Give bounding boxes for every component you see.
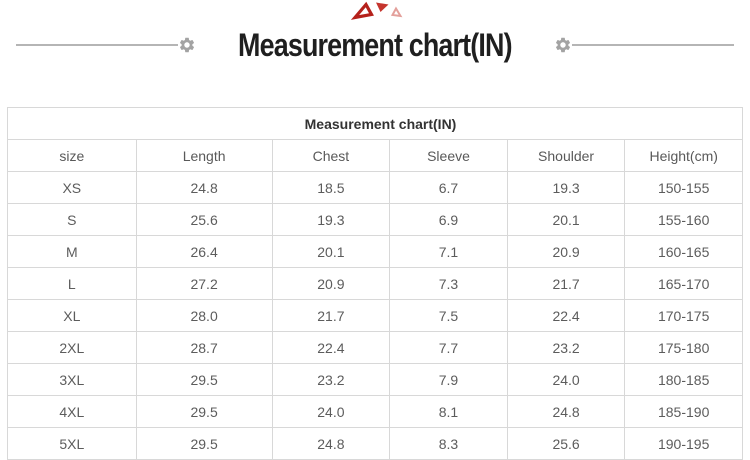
- size-cell: 2XL: [7, 331, 137, 364]
- value-cell: 23.2: [271, 363, 391, 396]
- page-title: Measurement chart(IN): [238, 27, 512, 63]
- value-cell: 24.8: [506, 395, 626, 428]
- column-header: Length: [135, 139, 273, 172]
- value-cell: 7.3: [389, 267, 508, 300]
- value-cell: 7.5: [389, 299, 508, 332]
- value-cell: 20.1: [271, 235, 391, 268]
- value-cell: 19.3: [271, 203, 391, 236]
- column-header: size: [7, 139, 137, 172]
- value-cell: 29.5: [135, 363, 273, 396]
- value-cell: 26.4: [135, 235, 273, 268]
- value-cell: 28.0: [135, 299, 273, 332]
- column-header: Sleeve: [389, 139, 508, 172]
- value-cell: 170-175: [624, 299, 743, 332]
- value-cell: 180-185: [624, 363, 743, 396]
- value-cell: 8.1: [389, 395, 508, 428]
- value-cell: 24.8: [135, 171, 273, 204]
- table-row: 2XL 28.7 22.4 7.7 23.2 175-180: [7, 331, 743, 364]
- section-header: Measurement chart(IN): [0, 0, 750, 65]
- size-cell: S: [7, 203, 137, 236]
- value-cell: 22.4: [271, 331, 391, 364]
- value-cell: 160-165: [624, 235, 743, 268]
- value-cell: 20.9: [271, 267, 391, 300]
- value-cell: 21.7: [271, 299, 391, 332]
- value-cell: 28.7: [135, 331, 273, 364]
- value-cell: 24.8: [271, 427, 391, 460]
- value-cell: 175-180: [624, 331, 743, 364]
- value-cell: 24.0: [271, 395, 391, 428]
- column-header: Shoulder: [506, 139, 626, 172]
- table-body: XS 24.8 18.5 6.7 19.3 150-155 S 25.6 19.3 6.9 20.1…: [7, 171, 743, 460]
- table-row: S 25.6 19.3 6.9 20.1 155-160: [7, 203, 743, 236]
- table-container: Measurement chart(IN) size Length Chest Sle…: [7, 107, 743, 460]
- table-row: M 26.4 20.1 7.1 20.9 160-165: [7, 235, 743, 268]
- size-cell: 4XL: [7, 395, 137, 428]
- value-cell: 20.9: [506, 235, 626, 268]
- value-cell: 7.1: [389, 235, 508, 268]
- column-header: Height(cm): [624, 139, 743, 172]
- value-cell: 25.6: [135, 203, 273, 236]
- table-header-row: size Length Chest Sleeve Shoulder Height(cm): [7, 139, 743, 172]
- size-cell: L: [7, 267, 137, 300]
- value-cell: 29.5: [135, 427, 273, 460]
- table-caption-row: Measurement chart(IN): [7, 107, 743, 140]
- gear-icon: [178, 36, 196, 54]
- table-row: XL 28.0 21.7 7.5 22.4 170-175: [7, 299, 743, 332]
- size-cell: 5XL: [7, 427, 137, 460]
- value-cell: 25.6: [506, 427, 626, 460]
- value-cell: 7.9: [389, 363, 508, 396]
- value-cell: 24.0: [506, 363, 626, 396]
- triangles-icon: [351, 1, 403, 20]
- divider-line-right: [571, 44, 734, 46]
- value-cell: 155-160: [624, 203, 743, 236]
- column-header: Chest: [271, 139, 391, 172]
- measurement-table: Measurement chart(IN) size Length Chest Sle…: [7, 107, 743, 460]
- value-cell: 7.7: [389, 331, 508, 364]
- value-cell: 19.3: [506, 171, 626, 204]
- size-cell: M: [7, 235, 137, 268]
- table-row: 4XL 29.5 24.0 8.1 24.8 185-190: [7, 395, 743, 428]
- value-cell: 6.7: [389, 171, 508, 204]
- value-cell: 185-190: [624, 395, 743, 428]
- triangle-decoration: [14, 1, 750, 22]
- table-row: 3XL 29.5 23.2 7.9 24.0 180-185: [7, 363, 743, 396]
- table-row: XS 24.8 18.5 6.7 19.3 150-155: [7, 171, 743, 204]
- value-cell: 23.2: [506, 331, 626, 364]
- value-cell: 8.3: [389, 427, 508, 460]
- value-cell: 6.9: [389, 203, 508, 236]
- value-cell: 150-155: [624, 171, 743, 204]
- value-cell: 27.2: [135, 267, 273, 300]
- value-cell: 22.4: [506, 299, 626, 332]
- table-row: L 27.2 20.9 7.3 21.7 165-170: [7, 267, 743, 300]
- size-cell: XS: [7, 171, 137, 204]
- title-row: Measurement chart(IN): [0, 25, 750, 65]
- value-cell: 18.5: [271, 171, 391, 204]
- size-cell: 3XL: [7, 363, 137, 396]
- value-cell: 190-195: [624, 427, 743, 460]
- value-cell: 29.5: [135, 395, 273, 428]
- value-cell: 21.7: [506, 267, 626, 300]
- divider-line-left: [16, 44, 179, 46]
- size-cell: XL: [7, 299, 137, 332]
- table-row: 5XL 29.5 24.8 8.3 25.6 190-195: [7, 427, 743, 460]
- value-cell: 20.1: [506, 203, 626, 236]
- table-caption: Measurement chart(IN): [7, 107, 743, 140]
- value-cell: 165-170: [624, 267, 743, 300]
- gear-icon: [554, 36, 572, 54]
